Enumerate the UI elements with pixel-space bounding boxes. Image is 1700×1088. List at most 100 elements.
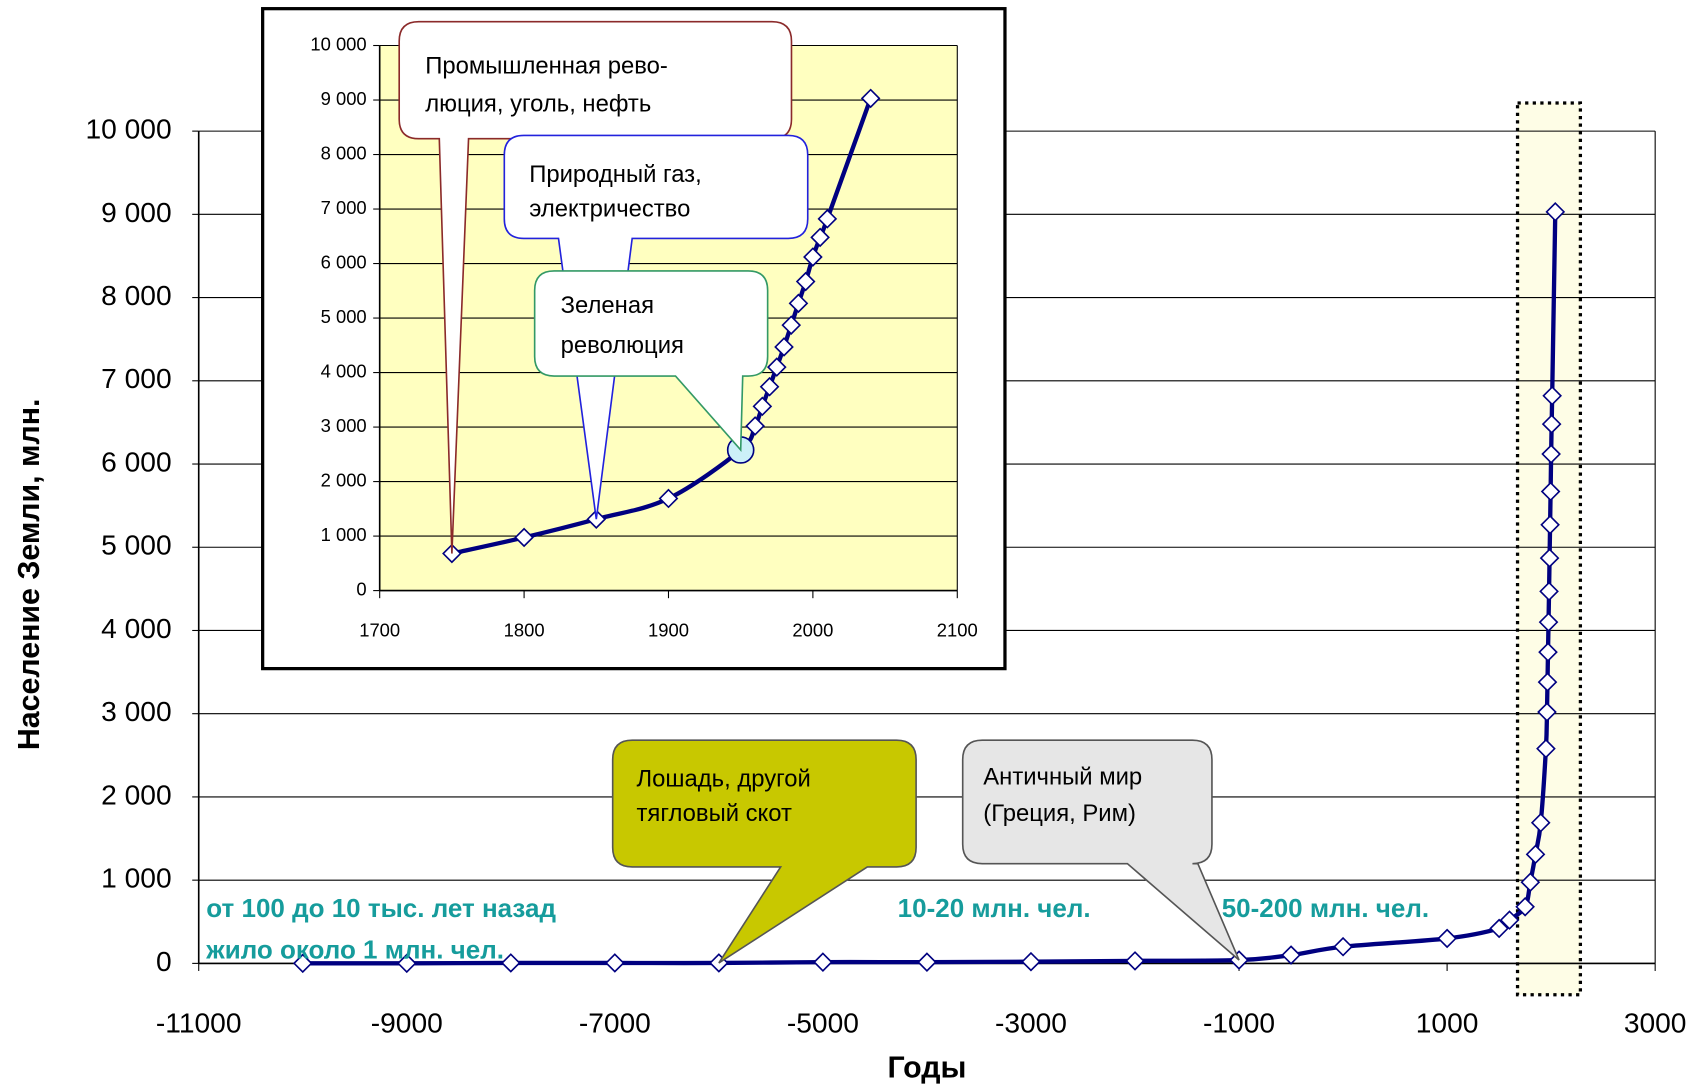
marker [658, 488, 679, 509]
y-tick-label: 5 000 [101, 529, 171, 561]
marker [788, 293, 809, 314]
marker [752, 396, 773, 417]
y-tick-label: 6 000 [321, 251, 367, 272]
y-tick-label: 4 000 [101, 612, 171, 644]
marker [1489, 918, 1509, 939]
x-tick-label: 3000 [1624, 1007, 1687, 1039]
y-tick-label: 10 000 [86, 113, 172, 145]
y-tick-label: 3 000 [101, 695, 171, 727]
annotations: от 100 до 10 тыс. лет назад жило около 1 … [205, 20, 1429, 964]
callout [961, 739, 1240, 961]
callout-text: Зеленая [561, 292, 654, 319]
y-tick-label: 0 [156, 945, 172, 977]
y-tick-label: 9 000 [321, 88, 367, 109]
marker [1541, 444, 1561, 464]
marker [500, 953, 521, 973]
marker [605, 953, 625, 973]
marker [1536, 738, 1556, 759]
marker [817, 209, 838, 229]
y-tick-label: 8 000 [321, 142, 367, 163]
note: 50-200 млн. чел. [1222, 893, 1429, 923]
marker [917, 952, 937, 972]
callout-text: Природный газ, [529, 161, 702, 188]
marker [781, 315, 802, 335]
x-tick-label: -9000 [371, 1007, 443, 1039]
marker [1281, 945, 1301, 965]
callout-text: тягловый скот [637, 800, 792, 827]
note: 10-20 млн. чел. [898, 893, 1091, 923]
marker [860, 88, 881, 109]
x-tick-label: 1700 [359, 620, 400, 641]
x-tick-label: -5000 [787, 1007, 859, 1039]
marker [759, 376, 780, 397]
y-tick-label: 2 000 [321, 469, 367, 490]
y-tick-label: 0 [356, 578, 366, 599]
callout [503, 134, 809, 520]
marker [745, 416, 765, 436]
y-tick-label: 2 000 [101, 778, 171, 810]
marker [1539, 548, 1560, 568]
marker [1021, 951, 1041, 972]
x-tick-label: -1000 [1203, 1007, 1275, 1039]
marker [1525, 844, 1546, 865]
y-tick-label: 7 000 [101, 362, 171, 394]
x-tick-label: 1000 [1416, 1007, 1479, 1039]
marker [1520, 872, 1541, 893]
marker [810, 227, 830, 248]
marker [1545, 202, 1566, 222]
x-tick-label: -3000 [995, 1007, 1067, 1039]
x-tick-label: -11000 [156, 1007, 242, 1039]
marker [774, 337, 794, 357]
x-tick-label: 1800 [504, 620, 545, 641]
marker [1538, 612, 1559, 632]
y-axis-title: Население Земли, млн. [13, 399, 46, 751]
y-tick-label: 4 000 [321, 360, 367, 381]
callout-text: электричество [529, 196, 690, 223]
x-axis-title: Годы [887, 1052, 966, 1085]
y-tick-label: 7 000 [321, 197, 367, 218]
y-tick-label: 10 000 [310, 33, 366, 54]
y-tick-label: 1 000 [101, 862, 171, 894]
callout-text: (Греция, Рим) [983, 800, 1136, 827]
callout [398, 20, 793, 554]
marker [514, 527, 534, 548]
x-tick-label: 2100 [937, 620, 978, 641]
y-tick-label: 5 000 [321, 306, 367, 327]
marker [1540, 514, 1560, 535]
x-tick-label: 1900 [648, 620, 689, 641]
marker [1539, 581, 1559, 602]
marker [803, 247, 823, 267]
marker [1540, 481, 1561, 502]
note: жило около 1 млн. чел. [205, 934, 504, 964]
x-tick-label: 2000 [792, 620, 833, 641]
callout-text: Лошадь, другой [637, 766, 811, 793]
marker [1125, 951, 1145, 971]
callout-text: Промышленная рево- [425, 52, 668, 79]
marker [813, 952, 833, 972]
note: от 100 до 10 тыс. лет назад [206, 893, 556, 923]
callout-text: люция, уголь, нефть [425, 90, 651, 117]
marker [1333, 936, 1353, 957]
y-tick-label: 6 000 [101, 445, 171, 477]
marker [1541, 414, 1562, 434]
marker [795, 271, 816, 292]
y-tick-label: 1 000 [321, 524, 367, 545]
callout [611, 739, 917, 964]
marker [1530, 812, 1551, 833]
x-tick-label: -7000 [579, 1007, 651, 1039]
marker [1499, 910, 1520, 930]
y-tick-label: 9 000 [101, 196, 171, 228]
callout-text: Античный мир [983, 763, 1142, 790]
marker [1538, 642, 1558, 662]
marker [396, 953, 417, 974]
y-tick-label: 3 000 [321, 415, 367, 436]
marker [1537, 702, 1557, 722]
callout [533, 270, 769, 453]
marker [1542, 385, 1562, 406]
callout-text: революция [561, 332, 684, 359]
marker [292, 953, 313, 974]
marker [766, 357, 787, 377]
y-tick-label: 8 000 [101, 279, 171, 311]
marker [1437, 928, 1457, 949]
